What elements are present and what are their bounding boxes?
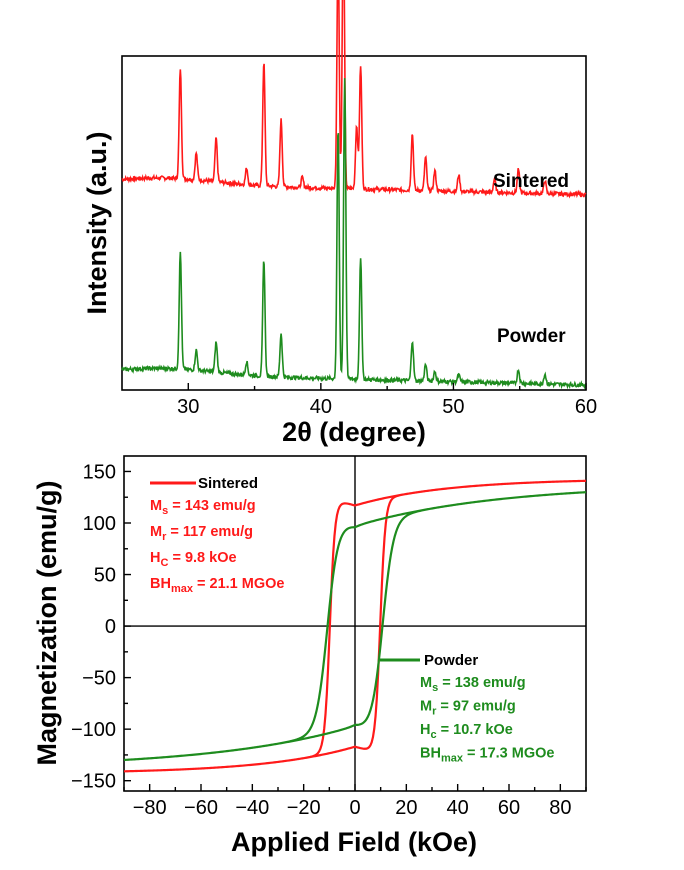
mh-x-tick-label: 40 [447, 797, 469, 819]
mh-y-tick-label: 150 [83, 461, 116, 483]
stat-line: Hc = 10.7 kOe [420, 722, 513, 741]
xrd-x-tick-label: 50 [442, 396, 464, 418]
stat-line: Mr = 117 emu/g [150, 524, 253, 543]
mh-x-tick-label: −80 [133, 797, 167, 819]
mh-x-tick-label: 20 [395, 797, 417, 819]
mh-x-tick-label: −20 [287, 797, 321, 819]
mh-y-tick-label: 100 [83, 513, 116, 535]
stat-line: HC = 9.8 kOe [150, 550, 237, 569]
mh-y-tick-label: −150 [71, 771, 116, 793]
mh-x-tick-label: 60 [498, 797, 520, 819]
mh-loop-sintered [123, 479, 587, 773]
mh-y-tick-label: 50 [94, 565, 116, 587]
xrd-plot-frame [121, 55, 587, 391]
mh-chart: −80 −60 −40 −20 0 20 40 60 80 −150 −100 −50 0 50 100 15… [32, 455, 587, 857]
mh-x-axis-label: Applied Field (kOe) [231, 827, 477, 857]
stats-sintered: Ms = 143 emu/g Mr = 117 emu/g HC = 9.8 kOe… [150, 498, 284, 595]
mh-x-tick-label: 80 [549, 797, 571, 819]
stat-line: BHmax = 21.1 MGOe [150, 576, 284, 595]
mh-x-tick-label: −40 [235, 797, 269, 819]
legend-label-powder: Powder [424, 652, 478, 669]
stat-line: Ms = 138 emu/g [420, 675, 526, 694]
xrd-line-sintered [121, 0, 587, 199]
mh-y-tick-label: −100 [71, 719, 116, 741]
mh-x-tick-label: 0 [349, 797, 360, 819]
stat-line: Mr = 97 emu/g [420, 699, 516, 718]
xrd-line-powder [121, 78, 587, 390]
xrd-chart: 30 40 50 60 Sintered Powder 2θ (degree) Int… [82, 0, 597, 447]
mh-y-tick-label: 0 [105, 616, 116, 638]
stat-line: Ms = 143 emu/g [150, 498, 256, 517]
xrd-x-tick-label: 40 [310, 396, 332, 418]
xrd-series-label-sintered: Sintered [493, 171, 569, 192]
legend-label-sintered: Sintered [198, 475, 258, 492]
stat-line: BHmax = 17.3 MGOe [420, 746, 554, 765]
mh-x-tick-label: −60 [184, 797, 218, 819]
xrd-series-label-powder: Powder [497, 326, 566, 347]
xrd-x-tick-label: 30 [177, 396, 199, 418]
stats-powder: Ms = 138 emu/g Mr = 97 emu/g Hc = 10.7 kOe… [420, 675, 554, 765]
xrd-y-axis-label: Intensity (a.u.) [82, 131, 112, 314]
mh-y-axis-label: Magnetization (emu/g) [32, 481, 62, 766]
mh-y-tick-label: −50 [82, 668, 116, 690]
xrd-x-tick-label: 60 [575, 396, 597, 418]
mh-loop-powder [123, 491, 587, 762]
xrd-x-axis-label: 2θ (degree) [282, 417, 426, 447]
